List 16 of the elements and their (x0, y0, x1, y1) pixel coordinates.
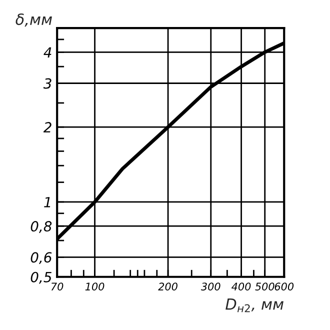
y-axis-title: δ,мм (16, 14, 52, 27)
x-tick-label: 70 (51, 282, 64, 290)
y-tick-label: 0,8 (30, 221, 52, 233)
x-tick-label: 500 (255, 282, 274, 290)
x-tick-label: 200 (158, 282, 178, 290)
x-axis-title: D$_{н2}$, мм (226, 298, 284, 312)
y-tick-label: 2 (43, 122, 52, 132)
y-tick-label: 4 (44, 47, 52, 58)
x-tick-label: 300 (200, 282, 220, 290)
y-tick-label: 0,6 (30, 252, 52, 264)
y-tick-label: 0,5 (30, 272, 52, 284)
x-tick-label: 600 (274, 282, 294, 290)
x-tick-label: 100 (85, 282, 104, 290)
x-tick-label: 400 (232, 282, 251, 290)
y-tick-label: 1 (44, 197, 50, 208)
y-tick-label: 3 (43, 78, 52, 89)
